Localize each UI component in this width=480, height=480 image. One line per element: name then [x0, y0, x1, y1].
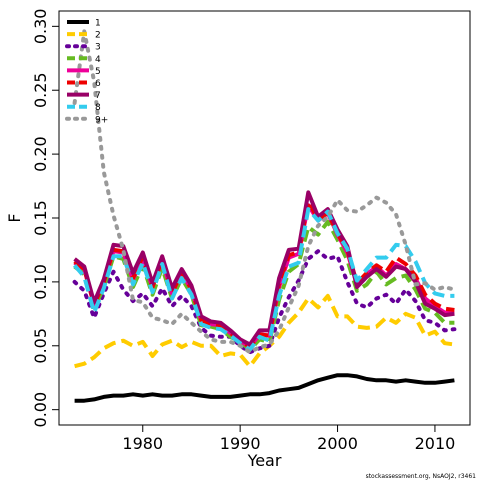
y-tick-label: 0.05	[31, 328, 50, 364]
legend-label-3: 3	[95, 43, 101, 53]
y-tick-label: 0.15	[31, 200, 50, 236]
x-tick-label: 2010	[415, 434, 456, 453]
series-line-3	[72, 249, 457, 355]
series-layer	[72, 29, 457, 403]
x-tick-label: 1990	[220, 434, 261, 453]
y-axis-title: F	[5, 213, 24, 222]
legend-label-1: 1	[95, 19, 101, 29]
legend-label-4: 4	[95, 55, 101, 65]
y-tick-label: 0.25	[31, 72, 50, 108]
x-axis-title: Year	[247, 451, 282, 470]
series-line-9	[72, 29, 457, 355]
series-line-4	[73, 219, 455, 352]
legend-label-6: 6	[95, 79, 101, 89]
y-tick-label: 0.30	[31, 9, 50, 45]
y-tick-label: 0.00	[31, 392, 50, 428]
series-line-6	[73, 199, 455, 350]
y-tick-label: 0.10	[31, 264, 50, 300]
legend-label-7: 7	[95, 91, 101, 101]
x-tick-label: 1980	[122, 434, 163, 453]
series-line-7	[73, 190, 455, 347]
legend-label-2: 2	[95, 31, 101, 41]
legend: 1 2 3 4 5 6 7 8 9+	[65, 19, 108, 125]
series-line-8	[73, 207, 455, 352]
credit-text: stockassessment.org, NsAOJ2, r3461	[366, 473, 477, 480]
y-tick-label: 0.20	[31, 136, 50, 172]
y-axis: 0.00 0.05 0.10 0.15 0.20 0.25 0.30	[31, 9, 60, 428]
series-line-1	[74, 373, 455, 403]
series-line-2	[74, 293, 455, 369]
legend-label-5: 5	[95, 67, 101, 77]
x-tick-label: 2000	[317, 434, 358, 453]
x-axis: 1980 1990 2000 2010	[122, 424, 456, 453]
legend-label-9: 9+	[95, 115, 108, 125]
legend-label-8: 8	[95, 103, 101, 113]
